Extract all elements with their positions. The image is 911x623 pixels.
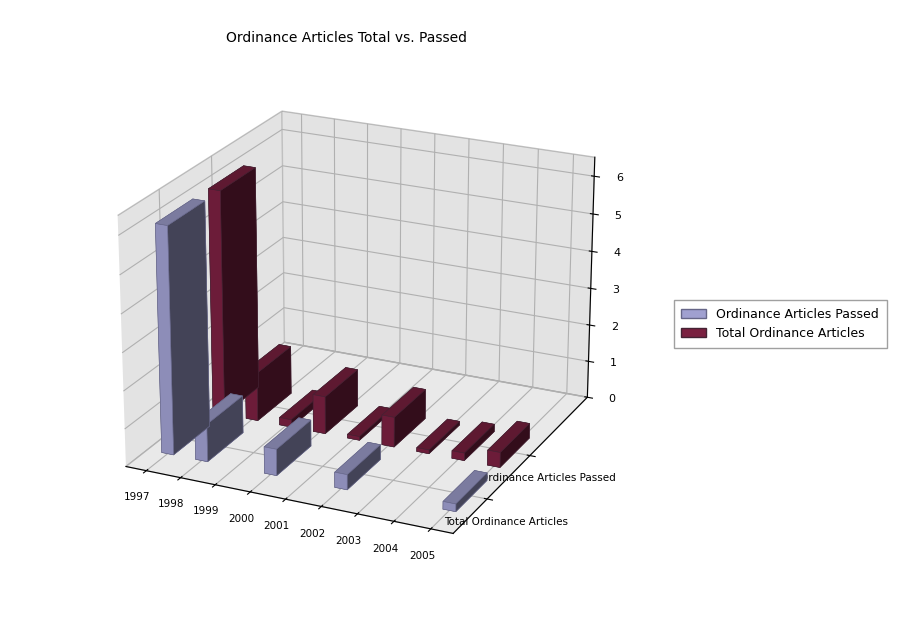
Legend: Ordinance Articles Passed, Total Ordinance Articles: Ordinance Articles Passed, Total Ordinan… — [674, 300, 886, 348]
Text: Ordinance Articles Total vs. Passed: Ordinance Articles Total vs. Passed — [226, 31, 466, 45]
